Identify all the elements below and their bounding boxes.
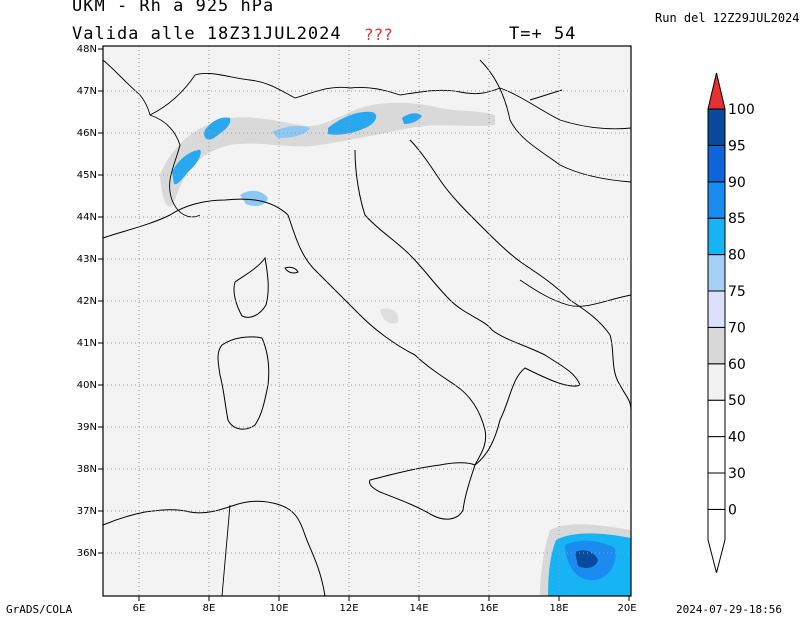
colorbar-box	[707, 254, 726, 292]
coast-balkans	[409, 139, 632, 411]
border-france	[102, 59, 151, 116]
borders	[102, 59, 632, 597]
coast-sardinia	[217, 336, 270, 430]
colorbar-overflow-triangle	[707, 72, 726, 110]
colorbar-box	[707, 290, 726, 328]
colorbar-box	[707, 436, 726, 474]
border-africa	[221, 504, 231, 597]
shade-alps-blue-1	[172, 149, 201, 185]
colorbar: 100 95 90 85 80 75 70 60 50 40 30 0	[707, 72, 755, 573]
map-panel: 48N 47N 46N 45N 44N 43N 42N 41N 40N 39N …	[77, 44, 637, 614]
coast-tyrrhenian	[287, 214, 487, 466]
humidity-shading	[160, 102, 631, 596]
colorbar-label: 90	[728, 175, 746, 191]
lon-label: 12E	[339, 603, 358, 614]
lat-label: 39N	[77, 422, 97, 433]
shade-alps-west	[160, 102, 495, 207]
colorbar-box	[707, 181, 726, 219]
coast-sicily	[369, 462, 476, 520]
colorbar-box	[707, 326, 726, 365]
lat-label: 42N	[77, 296, 97, 307]
colorbar-box	[707, 472, 726, 510]
border-eastern	[479, 59, 632, 183]
lon-labels: 6E 8E 10E 12E 14E 16E 18E 20E	[133, 603, 637, 614]
shade-apennines	[380, 308, 399, 324]
warning-flag: ???	[364, 25, 393, 44]
coast-gulf-taranto	[474, 367, 581, 466]
software-credit: GrADS/COLA	[6, 603, 73, 616]
lon-label: 20E	[617, 603, 636, 614]
lat-label: 37N	[77, 506, 97, 517]
shade-alps-blue-5	[402, 113, 422, 124]
coast-elba	[284, 266, 299, 274]
lat-label: 48N	[77, 44, 97, 55]
colorbar-label: 50	[728, 393, 746, 409]
colorbar-label: 80	[728, 248, 746, 264]
graticule	[103, 46, 631, 596]
coastlines	[102, 89, 632, 597]
axis-ticks	[98, 48, 630, 601]
map-frame	[102, 45, 632, 597]
colorbar-box	[707, 217, 726, 256]
shade-alps-blue-2	[204, 117, 231, 140]
colorbar-label: 95	[728, 138, 746, 154]
forecast-step: T=+ 54	[509, 24, 577, 44]
lon-label: 6E	[133, 603, 146, 614]
lat-label: 43N	[77, 254, 97, 265]
lat-labels: 48N 47N 46N 45N 44N 43N 42N 41N 40N 39N …	[77, 44, 97, 559]
colorbar-label: 70	[728, 320, 746, 336]
colorbar-label: 60	[728, 357, 746, 373]
lat-label: 38N	[77, 464, 97, 475]
border-balkans	[499, 87, 632, 130]
lon-label: 14E	[409, 603, 428, 614]
colorbar-label: 100	[728, 102, 755, 118]
border-alps	[149, 114, 201, 218]
shade-ionian-95	[575, 550, 598, 568]
lat-label: 41N	[77, 338, 97, 349]
lat-label: 40N	[77, 380, 97, 391]
colorbar-box	[707, 399, 726, 438]
lat-label: 46N	[77, 128, 97, 139]
coast-france-riviera	[102, 198, 289, 239]
run-time: Run del 12Z29JUL2024	[655, 11, 800, 25]
colorbar-label: 40	[728, 430, 746, 446]
colorbar-box	[707, 363, 726, 401]
shade-alps-blue-4	[328, 111, 377, 135]
lon-label: 18E	[549, 603, 568, 614]
border-north	[149, 72, 501, 116]
colorbar-label: 85	[728, 211, 746, 227]
shade-ligurian	[240, 190, 268, 206]
coast-corsica	[233, 256, 269, 318]
colorbar-label: 0	[728, 502, 737, 518]
lon-label: 16E	[479, 603, 498, 614]
lon-label: 10E	[269, 603, 288, 614]
shade-alps-blue-3	[272, 125, 310, 138]
lat-label: 44N	[77, 212, 97, 223]
chart-title: UKM - Rh a 925 hPa	[72, 0, 275, 16]
colorbar-label: 30	[728, 466, 746, 482]
lat-label: 36N	[77, 548, 97, 559]
coast-africa	[102, 500, 326, 597]
lat-label: 45N	[77, 170, 97, 181]
lon-label: 8E	[203, 603, 216, 614]
valid-time: Valida alle 18Z31JUL2024	[72, 24, 342, 44]
colorbar-box	[707, 144, 726, 183]
generation-timestamp: 2024-07-29-18:56	[676, 603, 782, 616]
border-south	[519, 279, 632, 307]
colorbar-box	[707, 108, 726, 146]
lat-label: 47N	[77, 86, 97, 97]
coast-adriatic-italy	[354, 149, 581, 386]
colorbar-label: 75	[728, 284, 746, 300]
colorbar-box	[707, 508, 726, 573]
